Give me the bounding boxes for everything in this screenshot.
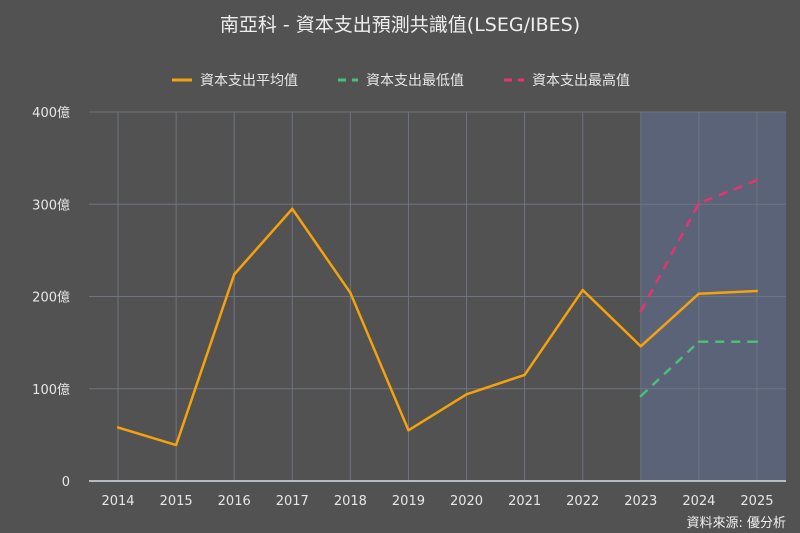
x-tick-label: 2018 <box>334 494 367 509</box>
data-point-0 <box>639 345 642 348</box>
y-tick-label: 200億 <box>32 290 70 306</box>
legend-label-avg: 資本支出平均值 <box>200 73 298 89</box>
data-point-1 <box>639 394 642 398</box>
x-tick-label: 2023 <box>624 494 657 509</box>
data-point-2 <box>639 310 642 313</box>
data-point-0 <box>116 426 120 429</box>
series-line-1 <box>639 340 757 398</box>
data-point-0 <box>407 429 410 432</box>
legend-item-max[interactable]: 資本支出最高值 <box>502 70 630 90</box>
data-point-2 <box>755 179 759 182</box>
legend-label-min: 資本支出最低值 <box>366 73 464 89</box>
y-tick-label: 400億 <box>32 105 70 121</box>
legend-swatch-avg <box>172 78 192 82</box>
y-tick-label: 100億 <box>32 382 70 398</box>
data-point-0 <box>755 289 759 293</box>
data-point-0 <box>697 292 701 295</box>
legend: 資本支出平均值 資本支出最低值 資本支出最高值 <box>0 70 800 90</box>
series-line-0 <box>117 207 758 447</box>
x-tick-label: 2015 <box>160 494 193 509</box>
x-tick-label: 2025 <box>740 494 773 509</box>
legend-swatch-max <box>504 78 524 82</box>
data-point-2 <box>697 202 701 205</box>
x-tick-label: 2021 <box>508 494 541 509</box>
x-tick-label: 2016 <box>218 494 251 509</box>
x-tick-label: 2017 <box>276 494 309 509</box>
x-tick-label: 2019 <box>392 494 425 509</box>
x-tick-label: 2020 <box>450 494 483 509</box>
data-point-0 <box>174 443 178 447</box>
y-tick-label: 300億 <box>32 197 70 213</box>
x-tick-label: 2014 <box>101 494 134 509</box>
data-point-0 <box>523 373 526 377</box>
data-point-0 <box>349 291 352 295</box>
x-tick-label: 2024 <box>682 494 715 509</box>
chart-title: 南亞科 - 資本支出預測共識值(LSEG/IBES) <box>219 14 581 36</box>
source-note: 資料來源: 優分析 <box>686 516 786 531</box>
data-point-0 <box>291 207 294 211</box>
y-tick-label: 0 <box>62 475 70 490</box>
legend-label-max: 資本支出最高值 <box>532 73 630 89</box>
series-line-2 <box>639 179 758 312</box>
data-point-1 <box>697 340 701 343</box>
data-point-1 <box>755 340 759 343</box>
legend-swatch-min <box>338 78 358 82</box>
data-point-0 <box>233 273 236 276</box>
data-point-0 <box>465 393 468 396</box>
legend-item-min[interactable]: 資本支出最低值 <box>336 70 464 90</box>
x-tick-label: 2022 <box>566 494 599 509</box>
legend-item-avg[interactable]: 資本支出平均值 <box>170 70 298 90</box>
data-point-0 <box>581 288 584 292</box>
